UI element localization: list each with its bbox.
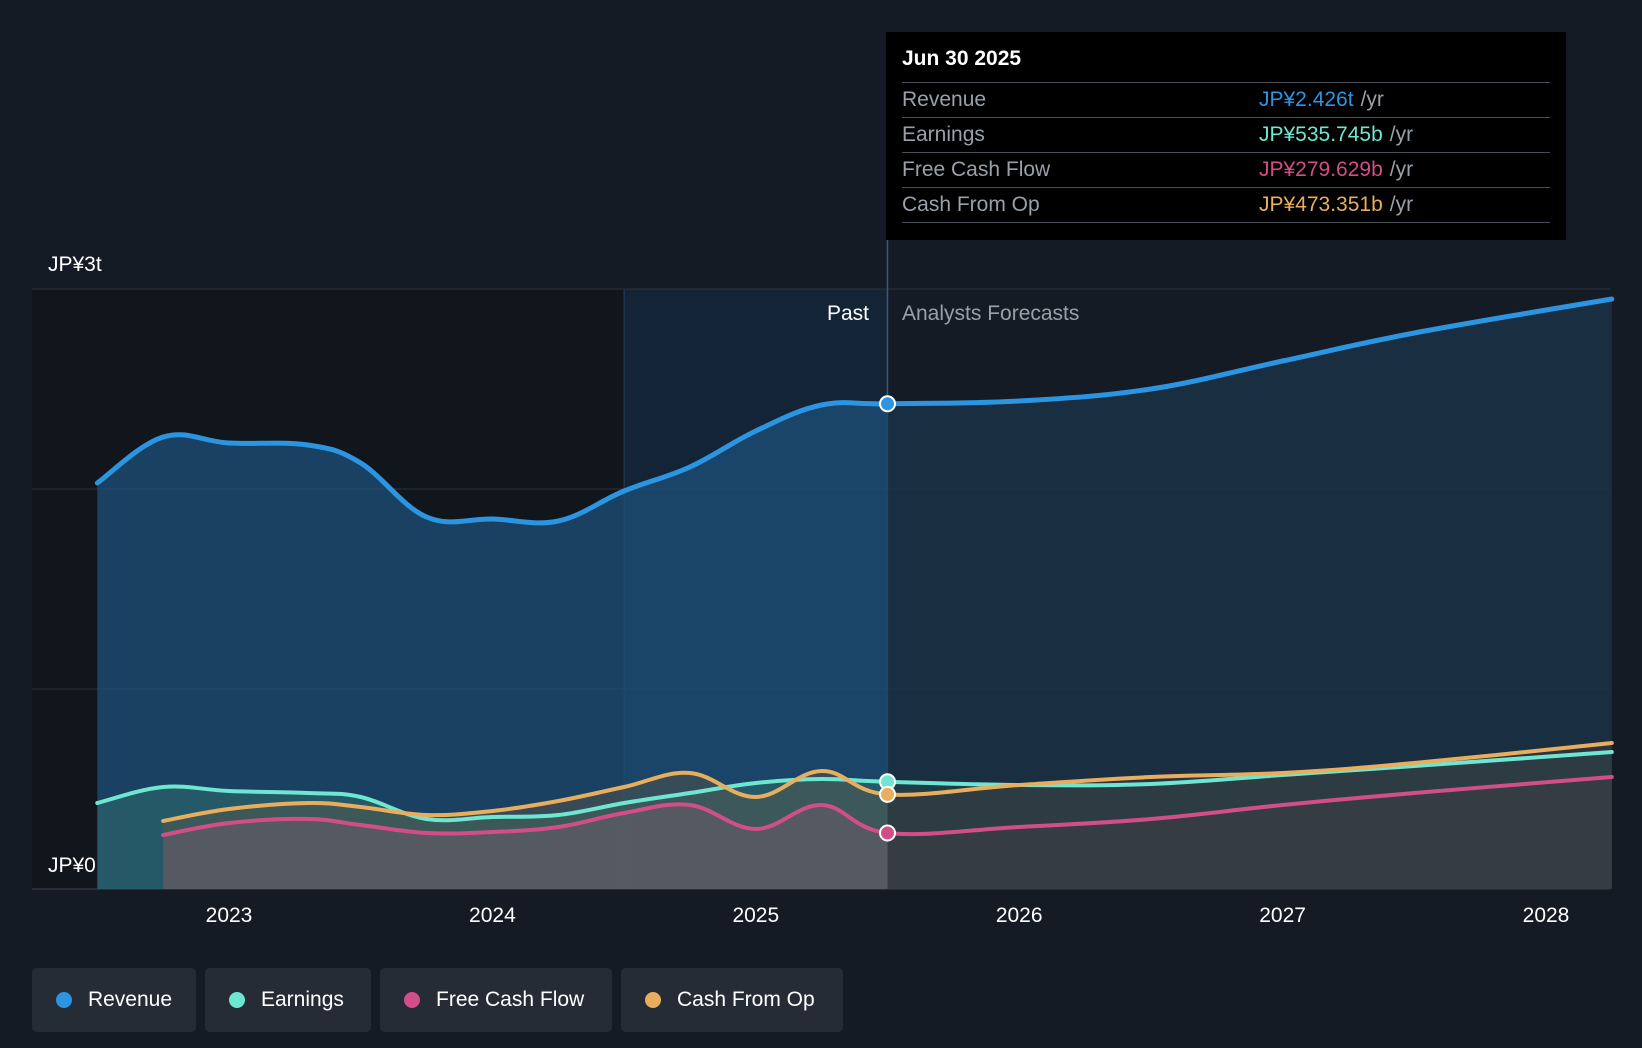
axis-labels: JP¥3t JP¥0 Past Analysts Forecasts xyxy=(48,253,1079,877)
y-axis-top-label: JP¥3t xyxy=(48,253,102,276)
tooltip-unit: /yr xyxy=(1389,193,1414,216)
area-fcf-past xyxy=(163,804,888,889)
tooltip-value: JP¥279.629b xyxy=(1259,158,1383,181)
tooltip-label: Free Cash Flow xyxy=(902,158,1051,181)
legend: Revenue Earnings Free Cash Flow Cash Fro… xyxy=(32,968,843,1032)
legend-label: Earnings xyxy=(261,988,344,1011)
legend-item-free-cash-flow[interactable]: Free Cash Flow xyxy=(380,968,612,1032)
tooltip-row-earnings: Earnings JP¥535.745b /yr xyxy=(902,117,1550,152)
tooltip-label: Earnings xyxy=(902,123,985,146)
tooltip: Jun 30 2025 Revenue JP¥2.426t /yr Earnin… xyxy=(886,32,1566,240)
area-revenue-past xyxy=(97,402,888,889)
x-tick-label: 2023 xyxy=(206,904,253,927)
area-fcf-forecast xyxy=(887,777,1612,889)
tooltip-label: Cash From Op xyxy=(902,193,1040,216)
x-tick-label: 2028 xyxy=(1523,904,1570,927)
tooltip-date: Jun 30 2025 xyxy=(902,47,1022,70)
marker-revenue[interactable] xyxy=(879,395,896,413)
tooltip-value: JP¥473.351b xyxy=(1259,193,1383,216)
legend-label: Cash From Op xyxy=(677,988,815,1011)
x-tick-label: 2027 xyxy=(1259,904,1306,927)
line-revenue xyxy=(94,296,1615,526)
marker-cfo[interactable] xyxy=(879,785,896,803)
marker-fcf[interactable] xyxy=(879,824,896,842)
series-markers xyxy=(879,395,896,842)
tooltip-row-revenue: Revenue JP¥2.426t /yr xyxy=(902,82,1550,117)
x-tick-label: 2025 xyxy=(732,904,779,927)
tooltip-unit: /yr xyxy=(1389,158,1414,181)
tooltip-unit: /yr xyxy=(1360,88,1384,111)
x-tick-label: 2024 xyxy=(469,904,516,927)
line-earnings xyxy=(95,750,1614,823)
past-label: Past xyxy=(827,302,869,325)
legend-item-cash-from-op[interactable]: Cash From Op xyxy=(621,968,843,1032)
y-axis-bottom-label: JP¥0 xyxy=(48,854,96,877)
series-lines xyxy=(94,296,1615,837)
legend-dot-icon xyxy=(404,992,420,1008)
legend-item-revenue[interactable]: Revenue xyxy=(32,968,196,1032)
line-cfo xyxy=(161,741,1614,823)
tooltip-unit: /yr xyxy=(1389,123,1414,146)
legend-item-earnings[interactable]: Earnings xyxy=(205,968,371,1032)
line-fcf xyxy=(161,775,1614,837)
tooltip-label: Revenue xyxy=(902,88,987,111)
legend-dot-icon xyxy=(645,992,661,1008)
x-tick-label: 2026 xyxy=(996,904,1043,927)
legend-label: Free Cash Flow xyxy=(436,988,585,1011)
x-axis-ticks: 2023 2024 2025 2026 2027 2028 xyxy=(206,904,1570,927)
tooltip-value: JP¥535.745b xyxy=(1259,123,1383,146)
area-revenue-forecast xyxy=(887,299,1612,889)
legend-label: Revenue xyxy=(87,988,172,1011)
legend-dot-icon xyxy=(229,992,245,1008)
legend-dot-icon xyxy=(56,992,72,1008)
forecast-label: Analysts Forecasts xyxy=(902,302,1079,325)
tooltip-value: JP¥2.426t xyxy=(1259,88,1354,111)
tooltip-row-free-cash-flow: Free Cash Flow JP¥279.629b /yr xyxy=(902,152,1550,187)
tooltip-row-cash-from-op: Cash From Op JP¥473.351b /yr xyxy=(902,187,1550,223)
